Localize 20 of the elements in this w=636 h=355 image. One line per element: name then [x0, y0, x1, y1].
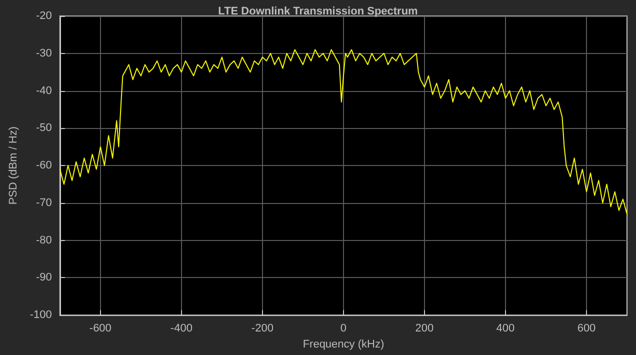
- y-tick-label: -100: [30, 309, 52, 322]
- x-tick-label: 0: [340, 322, 347, 335]
- y-tick-label: -40: [36, 84, 52, 97]
- x-tick-label: 400: [496, 322, 515, 335]
- x-tick-label: -200: [251, 322, 274, 335]
- x-tick-label: -600: [89, 322, 112, 335]
- y-tick-label: -30: [36, 47, 52, 60]
- y-tick-label: -20: [36, 10, 52, 22]
- line-series: [59, 49, 628, 215]
- y-tick-label: -60: [36, 160, 52, 172]
- x-tick-label: 600: [577, 322, 596, 335]
- x-axis-title: Frequency (kHz): [302, 338, 384, 350]
- y-tick-label: -80: [36, 234, 52, 246]
- y-axis-title: PSD (dBm / Hz): [8, 126, 20, 205]
- y-tick-label: -70: [36, 196, 52, 209]
- x-tick-label: -400: [170, 322, 192, 335]
- chart-title: LTE Downlink Transmission Spectrum: [218, 6, 418, 18]
- x-tick-label: 200: [415, 322, 434, 335]
- y-tick-label: -50: [36, 122, 52, 134]
- y-tick-label: -90: [36, 272, 52, 284]
